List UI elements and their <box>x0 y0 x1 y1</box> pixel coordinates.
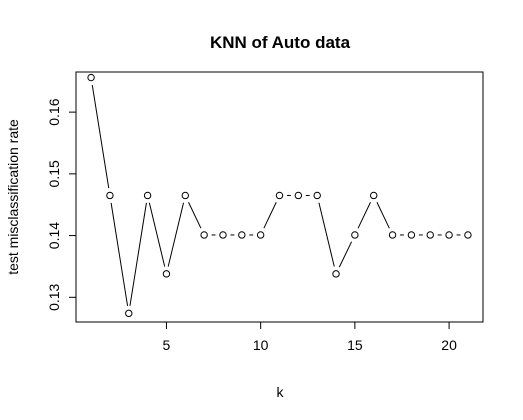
y-tick-label: 0.15 <box>46 160 62 187</box>
data-point <box>238 231 246 239</box>
y-tick-label: 0.14 <box>46 222 62 249</box>
x-tick-label: 5 <box>163 337 171 353</box>
series-line-segment <box>110 202 129 307</box>
data-point <box>200 231 208 239</box>
data-point <box>313 191 321 200</box>
x-tick-label: 10 <box>253 337 269 353</box>
series-line-segment <box>357 202 371 229</box>
data-point <box>426 231 434 239</box>
series-line-segment <box>318 202 335 267</box>
data-point <box>332 270 340 278</box>
series-line-segment <box>129 202 147 307</box>
series-line-segment <box>148 202 166 267</box>
data-point <box>256 231 265 239</box>
data-point <box>181 191 189 200</box>
series-layer <box>87 73 472 318</box>
y-axis-label: test misclassification rate <box>5 119 21 275</box>
data-point <box>388 231 397 239</box>
chart-title: KNN of Auto data <box>210 33 351 52</box>
series-line-segment <box>91 84 110 189</box>
series-line-segment <box>376 202 390 229</box>
data-point <box>351 231 359 239</box>
data-point <box>294 191 303 200</box>
y-axis: 0.13 0.14 0.15 0.16 <box>46 98 77 311</box>
data-point <box>125 309 133 318</box>
x-tick-label: 15 <box>347 337 363 353</box>
series-line-segment <box>188 202 202 229</box>
data-point <box>219 231 227 239</box>
data-point <box>162 270 171 278</box>
data-point <box>370 191 378 200</box>
series-line-segment <box>338 241 353 268</box>
series-line-segment <box>263 202 277 229</box>
x-axis-label: k <box>277 384 285 400</box>
data-point <box>464 231 472 239</box>
data-point <box>143 191 152 200</box>
y-tick-label: 0.16 <box>46 98 62 125</box>
y-tick-label: 0.13 <box>46 283 62 310</box>
data-point <box>407 231 416 239</box>
data-point <box>445 231 453 239</box>
data-point <box>106 191 114 200</box>
series-line-segment <box>167 202 185 267</box>
data-point <box>275 191 284 200</box>
x-tick-label: 20 <box>441 337 457 353</box>
x-axis: 5 10 15 20 <box>163 321 457 353</box>
data-point <box>87 73 95 82</box>
